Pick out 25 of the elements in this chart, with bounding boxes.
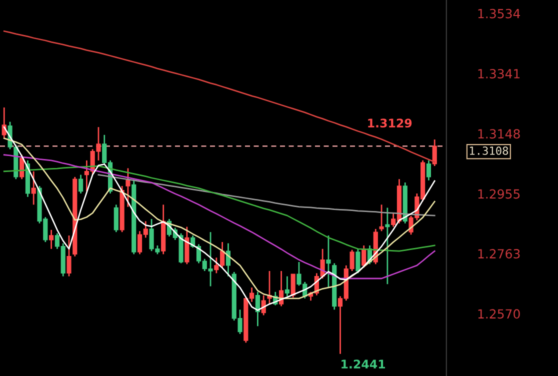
ref-line-label: 1.3108	[470, 146, 508, 155]
candlestick	[214, 256, 219, 274]
candlestick	[432, 138, 437, 167]
candlestick	[220, 241, 225, 268]
candlestick	[114, 204, 118, 233]
y-tick-label: 1.2763	[478, 249, 520, 258]
y-tick-label: 1.3341	[478, 68, 520, 78]
y-tick-label: 1.3148	[478, 129, 520, 139]
y-tick-label: 1.2955	[478, 189, 520, 199]
candlestick	[31, 170, 36, 206]
line-series	[3, 30, 436, 163]
annotation: 1.3129	[368, 118, 412, 128]
candlestick	[426, 160, 432, 182]
candlestick	[326, 234, 331, 288]
y-tick-label: 1.3534	[478, 8, 520, 18]
candlestick	[78, 174, 84, 194]
candlestick	[49, 229, 54, 250]
candlestick	[126, 168, 130, 208]
annotation: 1.2441	[342, 360, 385, 368]
y-tick-label: 1.2570	[478, 309, 520, 319]
candlestick	[284, 276, 290, 297]
candlestick	[290, 273, 296, 298]
candlestick	[379, 204, 384, 232]
candlestick	[356, 248, 360, 274]
candlestick	[66, 234, 72, 278]
